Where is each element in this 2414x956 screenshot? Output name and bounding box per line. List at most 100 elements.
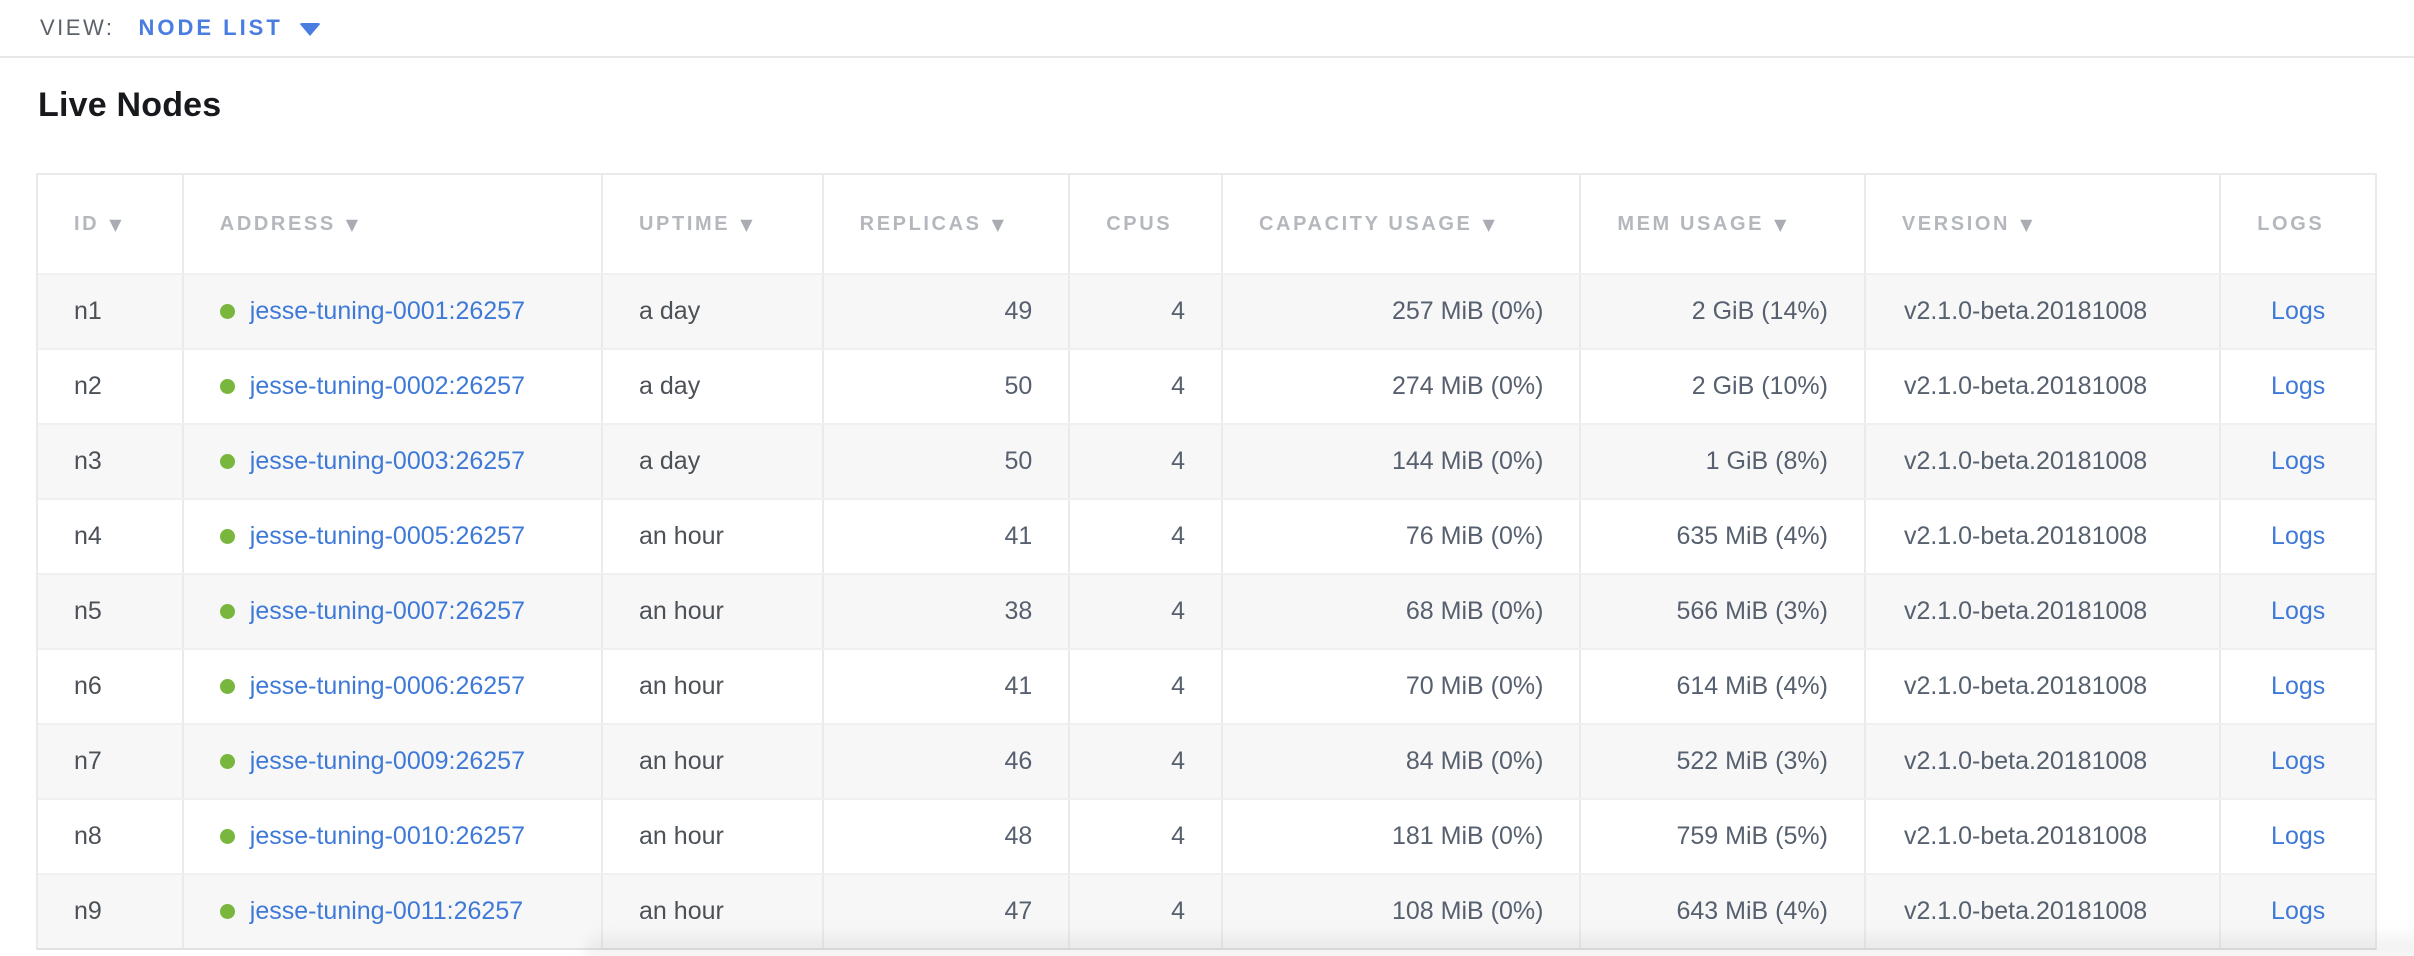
node-capacity-cell: 108 MiB (0%) xyxy=(1223,875,1582,948)
node-address-cell: jesse-tuning-0005:26257 xyxy=(184,500,604,573)
bottom-shadow xyxy=(585,926,2414,956)
table-row: n2 jesse-tuning-0002:26257 a day 50 4 27… xyxy=(38,348,2375,423)
node-replicas-cell: 50 xyxy=(824,425,1071,498)
node-cpus-cell: 4 xyxy=(1070,275,1224,348)
column-header-id[interactable]: ID ▼ xyxy=(38,175,184,273)
node-cpus-cell: 4 xyxy=(1070,650,1224,723)
node-address-cell: jesse-tuning-0006:26257 xyxy=(184,650,604,723)
node-version-cell: v2.1.0-beta.20181008 xyxy=(1866,350,2222,423)
node-address-link[interactable]: jesse-tuning-0006:26257 xyxy=(249,672,525,700)
node-address-link[interactable]: jesse-tuning-0009:26257 xyxy=(249,747,525,775)
node-live-status-icon xyxy=(219,604,235,619)
node-address-cell: jesse-tuning-0011:26257 xyxy=(184,875,604,948)
node-address-link[interactable]: jesse-tuning-0001:26257 xyxy=(249,297,525,325)
node-address-cell: jesse-tuning-0003:26257 xyxy=(184,425,604,498)
column-header-cpus: CPUS xyxy=(1070,175,1223,273)
logs-link[interactable]: Logs xyxy=(2271,597,2326,625)
node-address-cell: jesse-tuning-0001:26257 xyxy=(184,275,604,348)
node-live-status-icon xyxy=(219,679,235,694)
node-cpus-cell: 4 xyxy=(1070,425,1224,498)
table-row: n5 jesse-tuning-0007:26257 an hour 38 4 … xyxy=(38,573,2375,648)
logs-link[interactable]: Logs xyxy=(2271,822,2326,850)
column-header-mem-usage[interactable]: MEM USAGE ▼ xyxy=(1581,175,1866,273)
node-version-cell: v2.1.0-beta.20181008 xyxy=(1866,875,2222,948)
node-id-cell: n3 xyxy=(38,425,184,498)
logs-link[interactable]: Logs xyxy=(2271,522,2326,550)
node-capacity-cell: 70 MiB (0%) xyxy=(1223,650,1582,723)
node-address-link[interactable]: jesse-tuning-0011:26257 xyxy=(249,897,524,925)
node-logs-cell: Logs xyxy=(2221,425,2375,498)
node-capacity-cell: 68 MiB (0%) xyxy=(1223,575,1582,648)
node-id-cell: n6 xyxy=(38,650,184,723)
sort-desc-icon: ▼ xyxy=(740,214,753,234)
node-uptime-cell: an hour xyxy=(603,650,824,723)
node-logs-cell: Logs xyxy=(2221,725,2375,798)
node-capacity-cell: 76 MiB (0%) xyxy=(1223,500,1582,573)
node-replicas-cell: 38 xyxy=(824,575,1071,648)
column-header-version[interactable]: VERSION ▼ xyxy=(1866,175,2222,273)
node-mem-cell: 2 GiB (14%) xyxy=(1581,275,1866,348)
node-mem-cell: 643 MiB (4%) xyxy=(1581,875,1866,948)
sort-desc-icon: ▼ xyxy=(109,214,122,234)
node-version-cell: v2.1.0-beta.20181008 xyxy=(1866,425,2222,498)
node-address-link[interactable]: jesse-tuning-0010:26257 xyxy=(249,822,525,850)
node-capacity-cell: 84 MiB (0%) xyxy=(1223,725,1582,798)
node-version-cell: v2.1.0-beta.20181008 xyxy=(1866,725,2222,798)
column-header-capacity-usage[interactable]: CAPACITY USAGE ▼ xyxy=(1223,175,1582,273)
node-mem-cell: 759 MiB (5%) xyxy=(1581,800,1866,873)
node-capacity-cell: 257 MiB (0%) xyxy=(1223,275,1582,348)
node-uptime-cell: a day xyxy=(603,275,824,348)
table-row: n1 jesse-tuning-0001:26257 a day 49 4 25… xyxy=(38,273,2375,348)
node-address-link[interactable]: jesse-tuning-0003:26257 xyxy=(249,447,525,475)
sort-desc-icon: ▼ xyxy=(1482,214,1495,234)
node-address-link[interactable]: jesse-tuning-0007:26257 xyxy=(249,597,525,625)
node-id-cell: n5 xyxy=(38,575,184,648)
sort-desc-icon: ▼ xyxy=(991,214,1004,234)
node-id-cell: n8 xyxy=(38,800,184,873)
sort-desc-icon: ▼ xyxy=(345,214,359,234)
table-row: n6 jesse-tuning-0006:26257 an hour 41 4 … xyxy=(38,648,2375,723)
node-version-cell: v2.1.0-beta.20181008 xyxy=(1866,650,2222,723)
node-address-link[interactable]: jesse-tuning-0005:26257 xyxy=(249,522,525,550)
node-id-cell: n4 xyxy=(38,500,184,573)
view-label: VIEW: xyxy=(40,15,115,40)
logs-link[interactable]: Logs xyxy=(2271,297,2326,325)
node-address-link[interactable]: jesse-tuning-0002:26257 xyxy=(249,372,525,400)
node-logs-cell: Logs xyxy=(2221,575,2375,648)
node-mem-cell: 522 MiB (3%) xyxy=(1581,725,1866,798)
logs-link[interactable]: Logs xyxy=(2271,447,2326,475)
node-live-status-icon xyxy=(219,454,235,469)
node-id-cell: n2 xyxy=(38,350,184,423)
node-address-cell: jesse-tuning-0002:26257 xyxy=(184,350,604,423)
logs-link[interactable]: Logs xyxy=(2271,897,2326,925)
node-live-status-icon xyxy=(219,904,235,919)
node-cpus-cell: 4 xyxy=(1070,725,1224,798)
node-replicas-cell: 48 xyxy=(824,800,1071,873)
node-live-status-icon xyxy=(219,379,235,394)
column-header-logs: LOGS xyxy=(2257,212,2325,235)
node-logs-cell: Logs xyxy=(2221,875,2375,948)
sort-desc-icon: ▼ xyxy=(2020,214,2033,234)
node-version-cell: v2.1.0-beta.20181008 xyxy=(1866,275,2222,348)
logs-link[interactable]: Logs xyxy=(2271,672,2326,700)
table-row: n4 jesse-tuning-0005:26257 an hour 41 4 … xyxy=(38,498,2375,573)
page-title: Live Nodes xyxy=(38,86,222,124)
sort-desc-icon: ▼ xyxy=(1774,214,1787,234)
logs-link[interactable]: Logs xyxy=(2271,372,2326,400)
logs-link[interactable]: Logs xyxy=(2271,747,2326,775)
node-uptime-cell: an hour xyxy=(603,725,824,798)
column-header-replicas[interactable]: REPLICAS ▼ xyxy=(824,175,1071,273)
node-live-status-icon xyxy=(219,754,235,769)
node-logs-cell: Logs xyxy=(2221,275,2375,348)
column-header-uptime[interactable]: UPTIME ▼ xyxy=(603,175,824,273)
node-version-cell: v2.1.0-beta.20181008 xyxy=(1866,500,2222,573)
node-uptime-cell: a day xyxy=(603,425,824,498)
table-row: n7 jesse-tuning-0009:26257 an hour 46 4 … xyxy=(38,723,2375,798)
column-header-address[interactable]: ADDRESS ▼ xyxy=(184,175,604,273)
node-mem-cell: 614 MiB (4%) xyxy=(1581,650,1866,723)
table-row: n9 jesse-tuning-0011:26257 an hour 47 4 … xyxy=(38,873,2375,948)
table-header-row: ID ▼ ADDRESS ▼ UPTIME ▼ REPLICAS ▼ CPUS CAPA… xyxy=(38,175,2375,273)
view-selector[interactable]: NODE LIST xyxy=(138,15,321,41)
node-capacity-cell: 274 MiB (0%) xyxy=(1223,350,1582,423)
node-replicas-cell: 41 xyxy=(824,650,1071,723)
